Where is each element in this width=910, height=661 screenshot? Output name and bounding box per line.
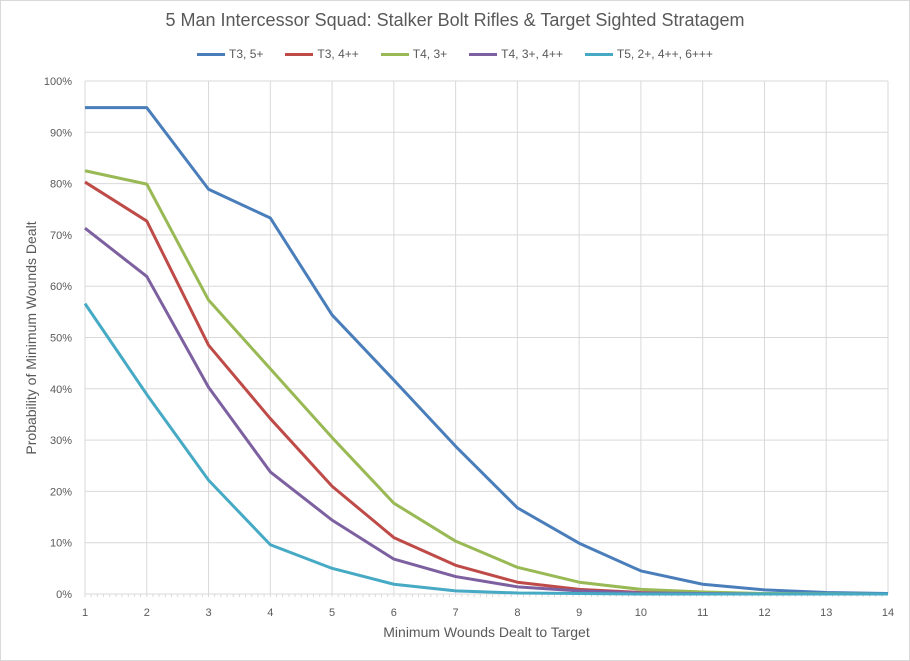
x-tick-label: 11 — [697, 607, 708, 619]
legend-label: T3, 5+ — [229, 47, 264, 61]
y-tick-label: 80% — [50, 179, 72, 191]
x-tick-label: 5 — [329, 607, 335, 619]
legend-swatch — [197, 52, 226, 56]
legend-swatch — [285, 52, 314, 56]
series-line-2 — [84, 180, 888, 596]
series-line-4 — [84, 227, 888, 596]
y-tick-label: 10% — [50, 538, 72, 550]
x-axis-title: Minimum Wounds Dealt to Target — [383, 624, 590, 640]
y-tick-label: 50% — [50, 333, 72, 345]
y-tick-label: 90% — [50, 127, 72, 139]
legend-label: T5, 2+, 4++, 6+++ — [616, 47, 713, 61]
x-tick-label: 3 — [205, 607, 211, 619]
y-tick-label: 60% — [50, 281, 72, 293]
legend-swatch — [584, 52, 613, 56]
x-tick-label: 1 — [82, 607, 88, 619]
x-tick-label: 2 — [144, 607, 150, 619]
legend-item: T4, 3+, 4++ — [469, 47, 563, 61]
x-tick-label: 4 — [267, 607, 273, 619]
x-tick-label: 14 — [882, 607, 894, 619]
x-tick-label: 12 — [758, 607, 770, 619]
legend-label: T4, 3+ — [412, 47, 448, 61]
y-tick-label: 70% — [50, 230, 72, 242]
x-tick-label: 6 — [391, 607, 397, 619]
legend-item: T3, 4++ — [285, 47, 359, 61]
x-tick-label: 8 — [514, 607, 520, 619]
x-tick-label: 13 — [820, 607, 832, 619]
y-axis-title: Probability of Minimum Wounds Dealt — [23, 221, 39, 455]
x-tick-label: 10 — [635, 607, 647, 619]
legend-label: T4, 3+, 4++ — [501, 47, 563, 61]
legend-swatch — [469, 52, 498, 56]
legend-swatch — [380, 52, 409, 56]
y-tick-label: 100% — [44, 76, 72, 88]
legend-item: T5, 2+, 4++, 6+++ — [584, 47, 713, 61]
y-tick-label: 0% — [56, 589, 72, 601]
legend: T3, 5+ T3, 4++ T4, 3+ T4, 3+, 4++ T5, 2+, 4+… — [0, 47, 910, 61]
legend-item: T3, 5+ — [197, 47, 263, 61]
chart-title: 5 Man Intercessor Squad: Stalker Bolt Ri… — [165, 10, 745, 30]
series-line-5 — [83, 302, 888, 596]
y-tick-label: 30% — [50, 435, 72, 447]
x-tick-label: 7 — [453, 607, 459, 619]
legend-label: T3, 4++ — [317, 47, 359, 61]
series-line-1 — [85, 106, 889, 595]
legend-item: T4, 3+ — [380, 47, 448, 61]
x-tick-label: 9 — [576, 607, 582, 619]
y-tick-label: 20% — [50, 486, 72, 498]
y-tick-label: 40% — [50, 384, 72, 396]
